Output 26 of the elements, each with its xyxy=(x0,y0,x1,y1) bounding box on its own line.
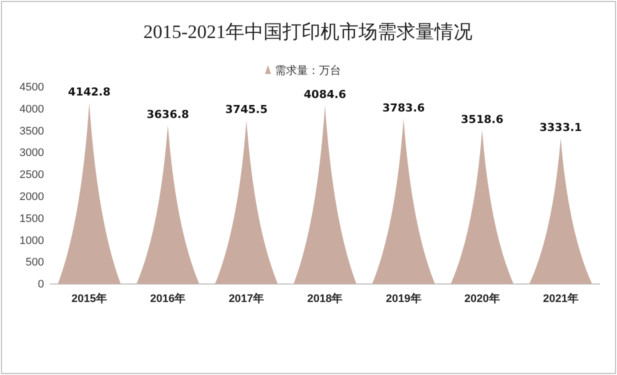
x-tick-label: 2017年 xyxy=(228,292,264,305)
data-label: 4084.6 xyxy=(304,88,347,102)
data-label: 3518.6 xyxy=(460,112,504,126)
y-tick-label: 3000 xyxy=(20,147,44,160)
data-label: 3333.1 xyxy=(539,121,582,134)
data-label: 3745.5 xyxy=(225,103,268,116)
legend-label: 需求量：万台 xyxy=(275,64,341,77)
y-tick-label: 2000 xyxy=(20,190,44,203)
data-label: 3783.6 xyxy=(382,101,426,114)
x-tick-label: 2019年 xyxy=(386,292,422,305)
chart-title: 2015-2021年中国打印机市场需求量情况 xyxy=(143,21,473,43)
y-tick-label: 4500 xyxy=(20,82,44,94)
y-tick-label: 500 xyxy=(26,256,44,269)
y-tick-label: 1000 xyxy=(20,234,44,247)
data-label: 3636.8 xyxy=(146,108,190,121)
y-tick-label: 3500 xyxy=(20,125,44,138)
data-label: 4142.8 xyxy=(68,86,111,99)
x-tick-label: 2016年 xyxy=(150,292,186,305)
y-tick-label: 1500 xyxy=(20,212,44,225)
x-tick-label: 2018年 xyxy=(307,292,343,305)
x-tick-label: 2015年 xyxy=(72,292,108,305)
x-tick-label: 2020年 xyxy=(464,292,500,305)
y-tick-label: 2500 xyxy=(20,169,44,182)
y-tick-label: 0 xyxy=(38,278,44,291)
x-tick-label: 2021年 xyxy=(542,292,578,305)
y-tick-label: 4000 xyxy=(20,103,44,116)
